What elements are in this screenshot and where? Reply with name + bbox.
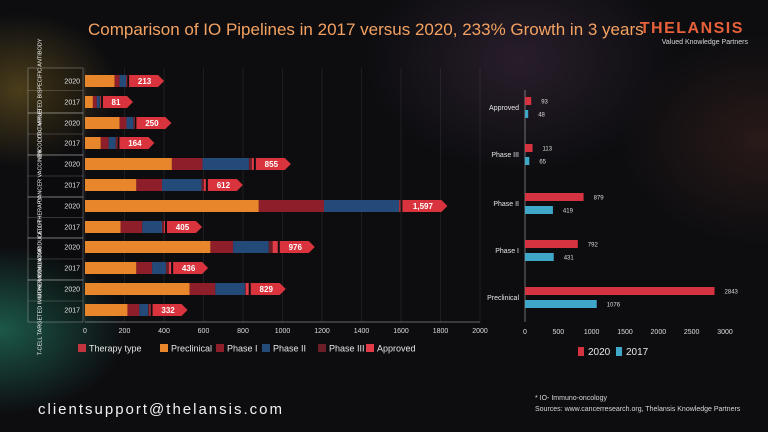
brand-logo: THELANSIS Valued Knowledge Partners — [640, 20, 748, 46]
contact-email[interactable]: clientsupport@thelansis.com — [38, 401, 284, 418]
notes: * IO- Immuno-oncology Sources: www.cance… — [535, 393, 740, 415]
page-title: Comparison of IO Pipelines in 2017 versu… — [88, 20, 644, 39]
brand-tagline: Valued Knowledge Partners — [661, 39, 748, 46]
brand-name: THELANSIS — [639, 20, 744, 37]
sources: Sources: www.cancerresearch.org, Thelans… — [535, 406, 741, 413]
footnote: * IO- Immuno-oncology — [535, 395, 607, 402]
